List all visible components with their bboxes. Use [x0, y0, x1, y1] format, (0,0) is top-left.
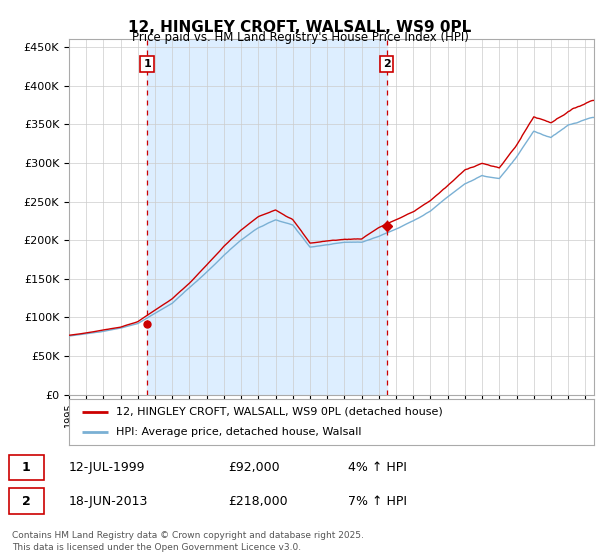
Text: Contains HM Land Registry data © Crown copyright and database right 2025.
This d: Contains HM Land Registry data © Crown c…: [12, 531, 364, 552]
Text: 18-JUN-2013: 18-JUN-2013: [69, 494, 148, 508]
Text: HPI: Average price, detached house, Walsall: HPI: Average price, detached house, Wals…: [116, 427, 362, 437]
Text: 2: 2: [22, 494, 31, 508]
Text: £218,000: £218,000: [228, 494, 287, 508]
Text: 1: 1: [22, 461, 31, 474]
Text: 2: 2: [383, 59, 391, 69]
Text: 1: 1: [143, 59, 151, 69]
Bar: [147, 39, 387, 395]
Text: 12, HINGLEY CROFT, WALSALL, WS9 0PL: 12, HINGLEY CROFT, WALSALL, WS9 0PL: [128, 20, 472, 35]
Text: 7% ↑ HPI: 7% ↑ HPI: [348, 494, 407, 508]
Text: 4% ↑ HPI: 4% ↑ HPI: [348, 461, 407, 474]
Text: 12-JUL-1999: 12-JUL-1999: [69, 461, 146, 474]
Text: 12, HINGLEY CROFT, WALSALL, WS9 0PL (detached house): 12, HINGLEY CROFT, WALSALL, WS9 0PL (det…: [116, 407, 443, 417]
Text: £92,000: £92,000: [228, 461, 280, 474]
Text: Price paid vs. HM Land Registry's House Price Index (HPI): Price paid vs. HM Land Registry's House …: [131, 31, 469, 44]
